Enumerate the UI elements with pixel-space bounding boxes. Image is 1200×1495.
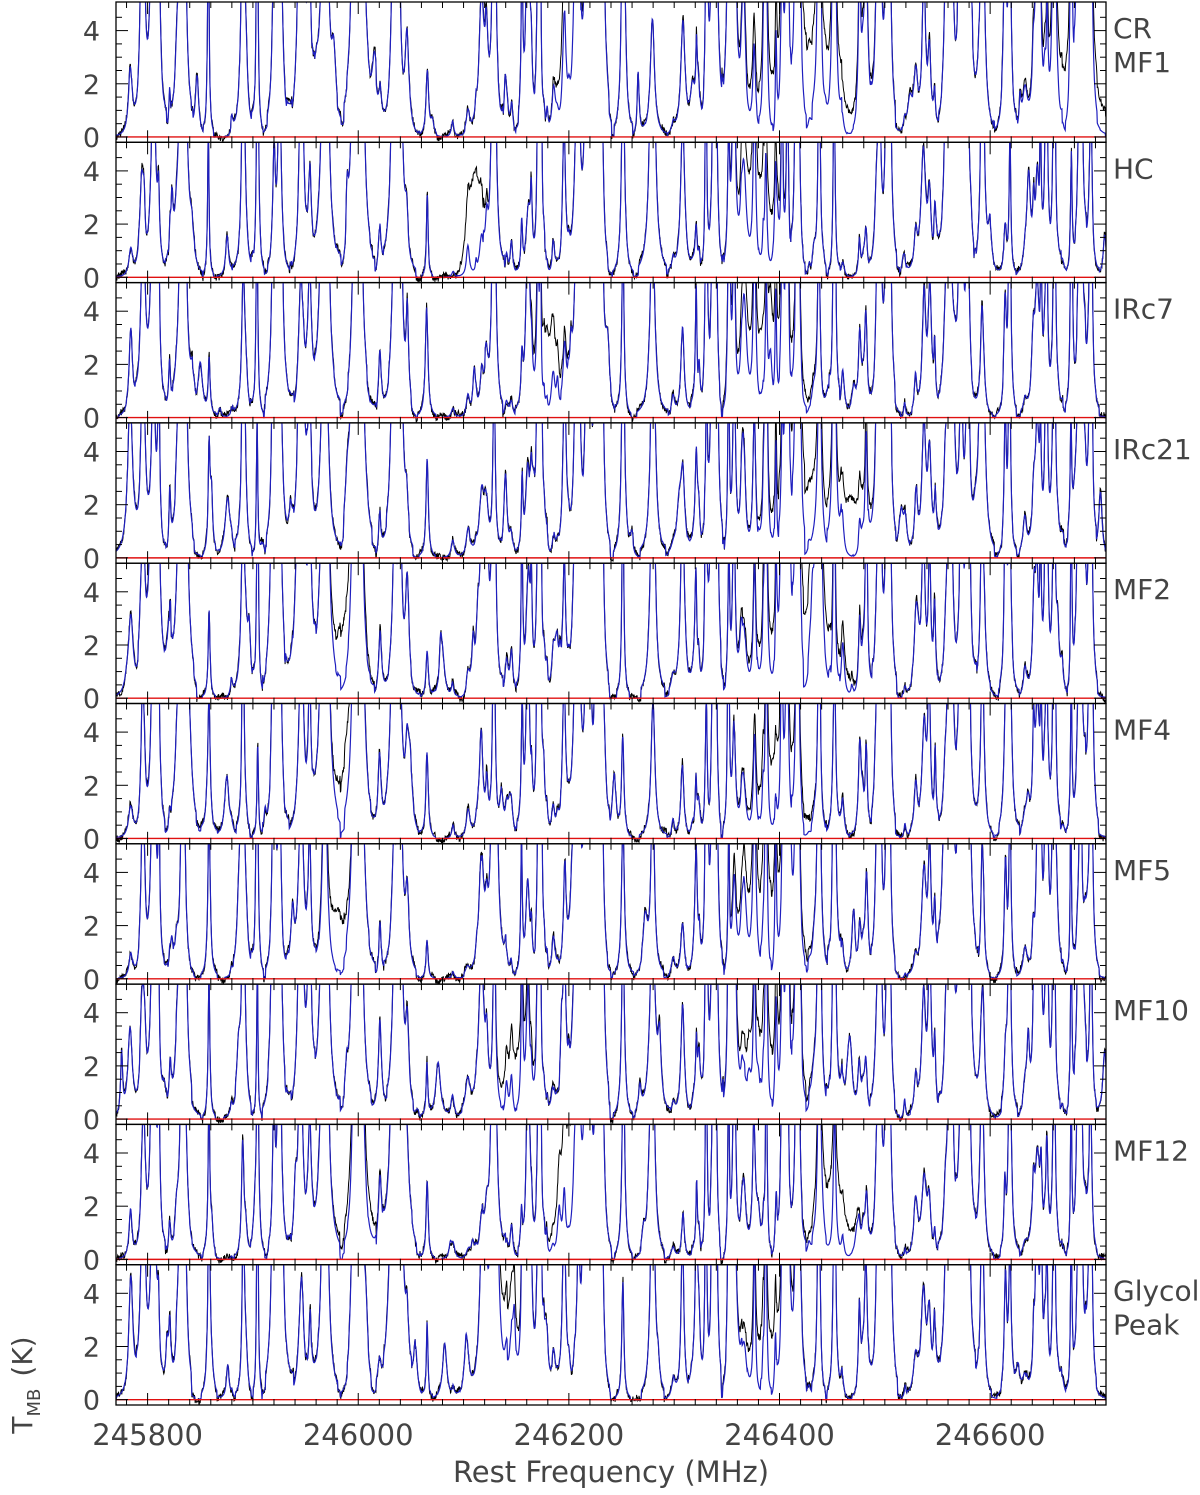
- y-tick-label: 4: [83, 718, 100, 749]
- model-spectrum: [116, 984, 1106, 1120]
- y-axis-label-sub: MB: [24, 1389, 45, 1417]
- y-tick-label: 2: [83, 631, 100, 662]
- x-tick-label: 246400: [724, 1418, 835, 1452]
- panel-label: MF12: [1113, 1134, 1189, 1167]
- y-tick-label: 0: [83, 263, 100, 294]
- panel-irc7: 0 2 4 IRc7: [83, 281, 1174, 435]
- y-tick-label: 4: [83, 858, 100, 889]
- y-tick-label: 4: [83, 157, 100, 188]
- y-tick-label: 4: [83, 1139, 100, 1170]
- panel-frame: [115, 141, 1107, 284]
- y-tick-label: 2: [83, 1192, 100, 1223]
- y-tick-label: 2: [83, 912, 100, 943]
- panel-label: MF2: [1113, 573, 1171, 606]
- y-axis-label-unit: (K): [6, 1336, 39, 1376]
- model-spectrum: [116, 142, 1106, 278]
- x-tick-label: 246000: [303, 1418, 414, 1452]
- model-spectrum: [116, 2, 1106, 138]
- panel-label: Peak: [1113, 1309, 1180, 1342]
- y-tick-label: 2: [83, 70, 100, 101]
- x-tick-label: 246200: [514, 1418, 625, 1452]
- observed-spectrum: [116, 1264, 1106, 1405]
- panel-label: IRc7: [1113, 293, 1174, 326]
- panel-label: MF1: [1113, 46, 1171, 79]
- observed-spectrum: [116, 984, 1106, 1125]
- y-tick-label: 2: [83, 491, 100, 522]
- y-tick-label: 2: [83, 1052, 100, 1083]
- panel-mf12: 0 2 4 MF12: [83, 1123, 1189, 1276]
- y-tick-label: 2: [83, 771, 100, 802]
- panel-frame: [115, 422, 1107, 564]
- y-tick-label: 4: [83, 297, 100, 328]
- y-tick-label: 4: [83, 999, 100, 1030]
- y-tick-label: 0: [83, 824, 100, 855]
- x-axis: 245800 246000 246200 246400 246600: [92, 1418, 1045, 1452]
- model-spectrum: [116, 563, 1106, 699]
- y-axis-label: TMB (K): [6, 1336, 45, 1434]
- y-tick-label: 4: [83, 1279, 100, 1310]
- panel-label: Glycol: [1113, 1275, 1199, 1308]
- y-tick-label: 0: [83, 404, 100, 435]
- panel-label: MF4: [1113, 714, 1171, 747]
- panel-frame: [115, 1264, 1107, 1406]
- panel-mf10: 0 2 4 MF10: [83, 983, 1189, 1136]
- x-tick-label: 246600: [935, 1418, 1046, 1452]
- panel-hc: 0 2 4 HC: [83, 141, 1154, 294]
- observed-spectrum: [116, 843, 1106, 985]
- svg-text:TMB(K): TMB (K): [6, 1336, 45, 1434]
- panel-frame: [115, 1123, 1107, 1266]
- panel-frame: [115, 843, 1107, 985]
- model-spectrum: [116, 703, 1106, 840]
- y-tick-label: 0: [83, 965, 100, 996]
- y-tick-label: 0: [83, 684, 100, 715]
- y-tick-label: 4: [83, 437, 100, 468]
- y-tick-label: 0: [83, 1386, 100, 1417]
- observed-spectrum: [116, 422, 1106, 563]
- y-tick-label: 0: [83, 544, 100, 575]
- panel-mf5: 0 2 4 MF5: [83, 843, 1171, 996]
- model-spectrum: [116, 282, 1106, 419]
- y-tick-label: 0: [83, 1105, 100, 1136]
- panel-label: MF10: [1113, 994, 1189, 1027]
- model-spectrum: [116, 1264, 1106, 1401]
- y-axis-label-main: T: [6, 1416, 39, 1435]
- panel-label: MF5: [1113, 854, 1171, 887]
- y-tick-label: 0: [83, 123, 100, 154]
- model-spectrum: [116, 1124, 1106, 1260]
- y-tick-label: 2: [83, 350, 100, 381]
- x-axis-label: Rest Frequency (MHz): [453, 1455, 769, 1489]
- y-tick-label: 2: [83, 210, 100, 241]
- panel-label: CR: [1113, 12, 1152, 45]
- y-tick-label: 2: [83, 1332, 100, 1363]
- x-tick-label: 245800: [92, 1418, 203, 1452]
- panel-label: IRc21: [1113, 433, 1192, 466]
- panel-mf2: 0 2 4 MF2: [83, 562, 1171, 715]
- panel-label: HC: [1113, 152, 1154, 185]
- y-tick-label: 0: [83, 1245, 100, 1276]
- y-tick-label: 4: [83, 17, 100, 48]
- y-tick-label: 4: [83, 578, 100, 609]
